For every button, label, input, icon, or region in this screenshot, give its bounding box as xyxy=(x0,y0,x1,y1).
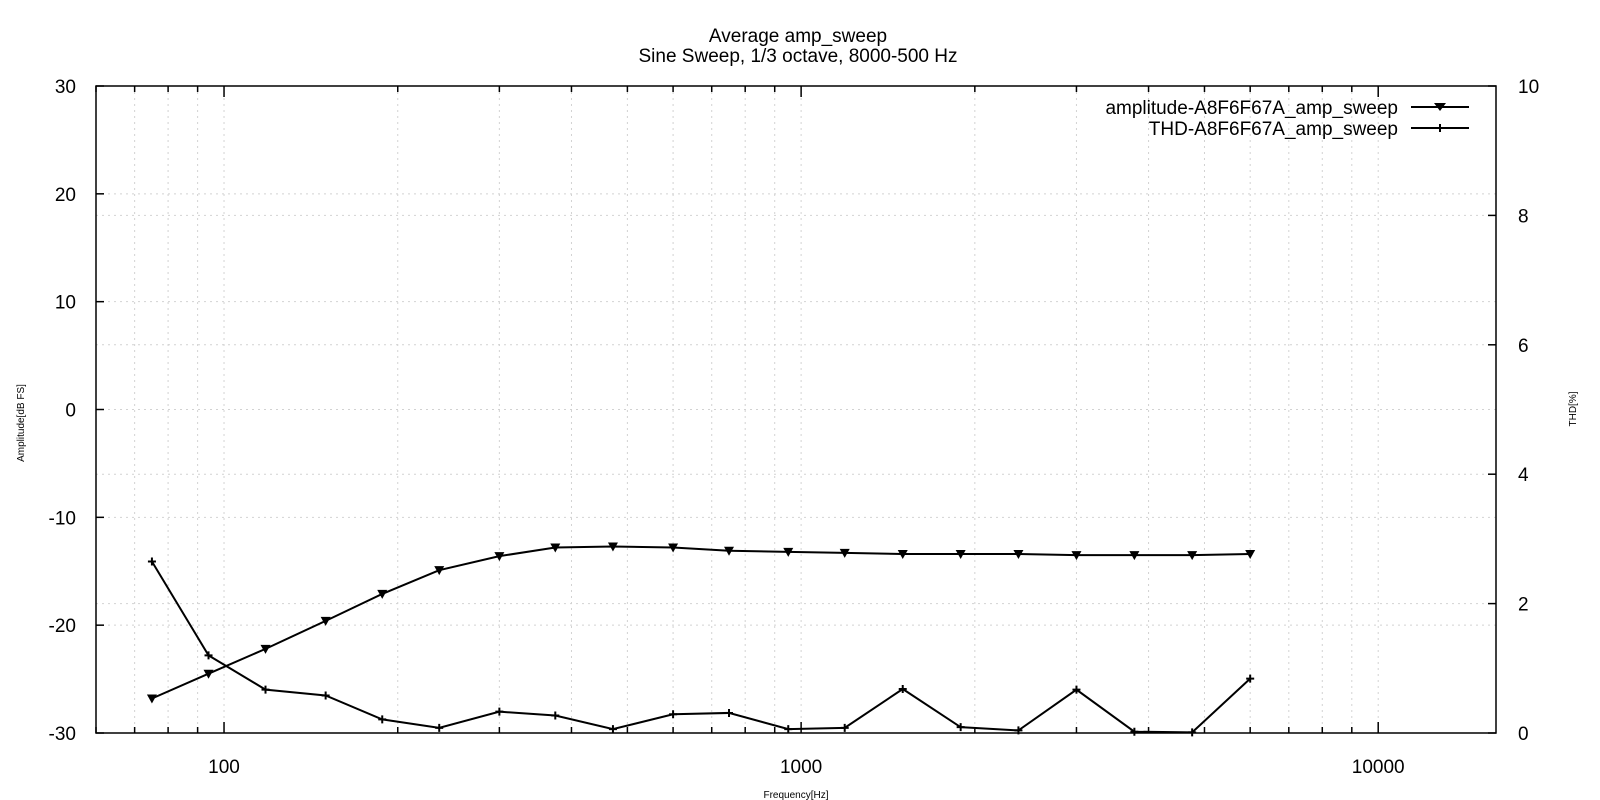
right-y-tick-label: 8 xyxy=(1518,206,1529,227)
amplitude-point-triangle-marker xyxy=(260,644,271,654)
thd-point-plus-marker xyxy=(1246,674,1255,683)
amplitude-point-triangle-marker xyxy=(783,547,794,557)
amplitude-point-triangle-marker xyxy=(146,694,157,704)
amplitude-point-triangle-marker xyxy=(550,543,561,553)
amplitude-point-triangle-marker xyxy=(1129,551,1140,561)
thd-point-plus-marker xyxy=(840,723,849,732)
thd-point-plus-marker xyxy=(1130,727,1139,736)
chart-title: Average amp_sweep xyxy=(709,26,887,47)
left-y-tick-label: -30 xyxy=(49,724,76,745)
right-y-tick-label: 0 xyxy=(1518,724,1529,745)
legend-label-amplitude: amplitude-A8F6F67A_amp_sweep xyxy=(1105,98,1398,119)
right-y-axis-label: THD[%] xyxy=(1568,391,1579,426)
thd-point-plus-marker xyxy=(435,723,444,732)
amplitude-point-triangle-marker xyxy=(377,589,388,599)
thd-point-plus-marker xyxy=(321,691,330,700)
thd-point-plus-marker xyxy=(784,725,793,734)
amplitude-point-triangle-marker xyxy=(1187,551,1198,561)
amplitude-point-triangle-marker xyxy=(607,542,618,552)
legend-label-thd: THD-A8F6F67A_amp_sweep xyxy=(1149,119,1398,140)
legend-marker-amplitude-triangle-icon xyxy=(1434,103,1446,111)
amplitude-point-triangle-marker xyxy=(203,669,214,679)
left-y-tick-label: 30 xyxy=(55,77,76,98)
right-y-tick-label: 4 xyxy=(1518,465,1529,486)
thd-point-plus-marker xyxy=(956,723,965,732)
thd-point-plus-marker xyxy=(898,685,907,694)
legend-marker-thd-plus-icon xyxy=(1436,124,1444,132)
x-tick-label: 100 xyxy=(208,757,240,778)
thd-line xyxy=(151,561,1251,734)
amplitude-point-triangle-marker xyxy=(839,548,850,558)
amplitude-point-triangle-marker xyxy=(434,566,445,576)
thd-point-plus-marker xyxy=(608,725,617,734)
amplitude-point-triangle-marker xyxy=(668,543,679,553)
left-y-tick-label: 20 xyxy=(55,185,76,206)
thd-point-plus-marker xyxy=(669,710,678,719)
thd-point-plus-marker xyxy=(204,651,213,660)
left-y-tick-label: 0 xyxy=(65,401,76,422)
thd-point-plus-marker xyxy=(1072,685,1081,694)
amplitude-point-triangle-marker xyxy=(320,616,331,626)
amplitude-point-triangle-marker xyxy=(897,549,908,559)
amplitude-point-triangle-marker xyxy=(494,552,505,562)
left-y-tick-label: -10 xyxy=(49,508,76,529)
thd-point-plus-marker xyxy=(378,715,387,724)
x-axis-label: Frequency[Hz] xyxy=(763,790,828,800)
series-layer xyxy=(146,542,1256,737)
right-y-tick-label: 2 xyxy=(1518,595,1529,616)
amplitude-point-triangle-marker xyxy=(724,546,735,556)
right-y-tick-label: 10 xyxy=(1518,77,1539,98)
amplitude-point-triangle-marker xyxy=(1245,549,1256,559)
thd-point-plus-marker xyxy=(495,707,504,716)
chart-subtitle: Sine Sweep, 1/3 octave, 8000-500 Hz xyxy=(639,46,958,67)
legend: amplitude-A8F6F67A_amp_sweep THD-A8F6F67… xyxy=(1105,98,1469,140)
thd-point-plus-marker xyxy=(147,557,156,566)
x-tick-label: 1000 xyxy=(780,757,822,778)
amplitude-point-triangle-marker xyxy=(1013,549,1024,559)
thd-point-plus-marker xyxy=(1014,726,1023,735)
thd-point-plus-marker xyxy=(261,685,270,694)
amplitude-line xyxy=(151,545,1251,700)
x-tick-label: 10000 xyxy=(1352,757,1405,778)
left-y-axis-label: Amplitude[dB FS] xyxy=(16,384,27,462)
amplitude-point-triangle-marker xyxy=(1071,551,1082,561)
amplitude-point-triangle-marker xyxy=(955,549,966,559)
thd-point-plus-marker xyxy=(725,708,734,717)
right-y-tick-label: 6 xyxy=(1518,336,1529,357)
thd-point-plus-marker xyxy=(551,711,560,720)
left-y-tick-label: 10 xyxy=(55,293,76,314)
left-y-tick-label: -20 xyxy=(49,616,76,637)
thd-point-plus-marker xyxy=(1188,728,1197,737)
